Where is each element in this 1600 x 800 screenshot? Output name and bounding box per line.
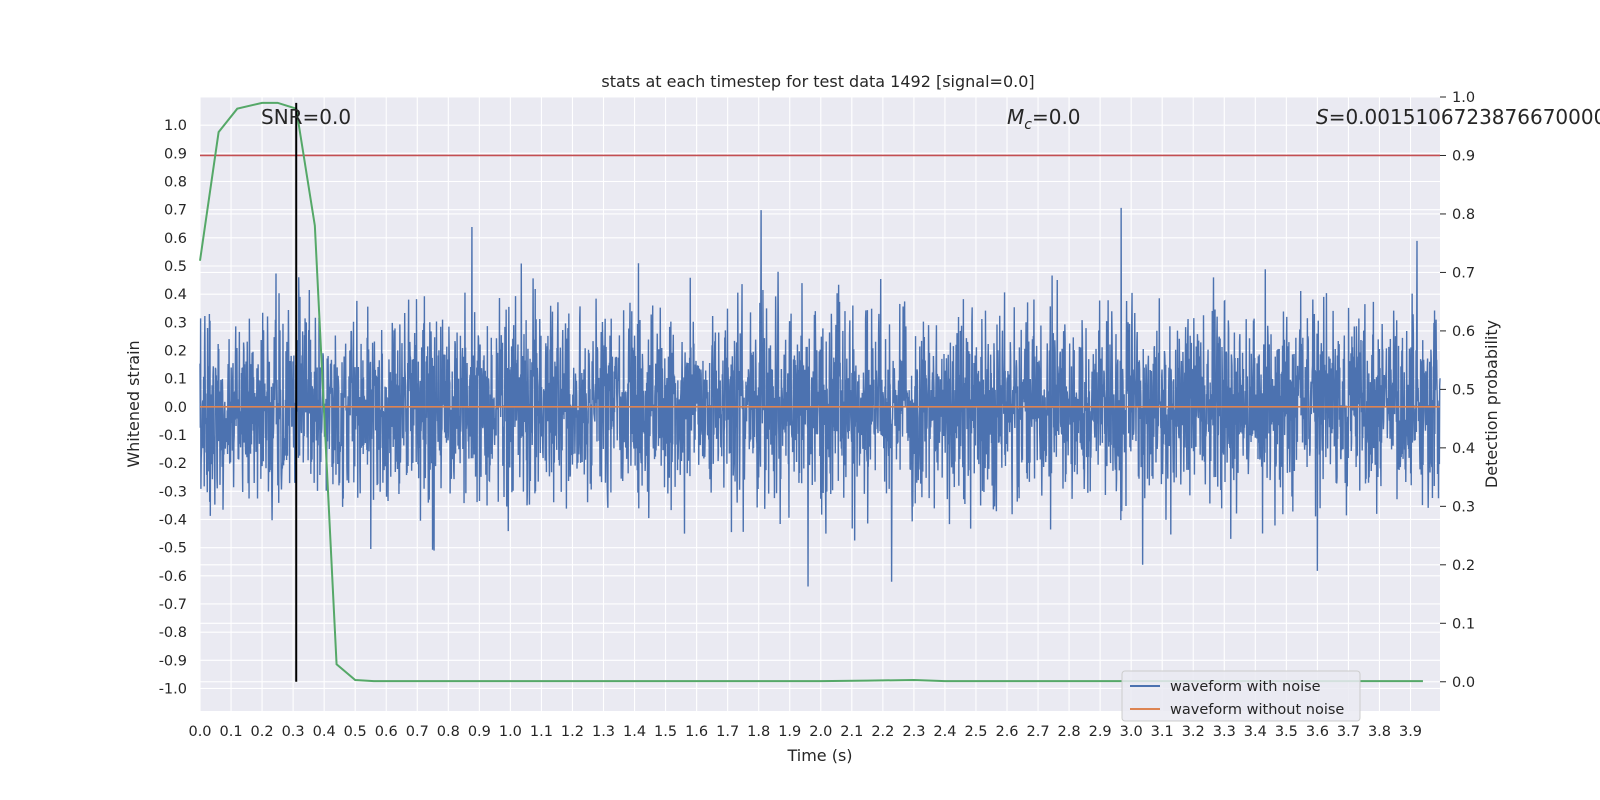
x-tick-label: 3.6 — [1306, 724, 1329, 740]
mc-subscript: c — [1024, 117, 1032, 133]
y-tick-label: 0.7 — [164, 203, 187, 219]
y-tick-label: -0.5 — [159, 541, 187, 557]
chart-title: stats at each timestep for test data 149… — [601, 72, 1034, 91]
x-tick-label: 1.8 — [747, 724, 770, 740]
x-tick-label: 0.6 — [375, 724, 398, 740]
x-tick-label: 2.4 — [933, 724, 956, 740]
x-tick-label: 0.9 — [468, 724, 491, 740]
y2-axis-label: Detection probability — [1482, 320, 1501, 488]
x-tick-label: 3.9 — [1399, 724, 1422, 740]
y-tick-label: -0.4 — [159, 512, 187, 528]
x-tick-label: 2.3 — [902, 724, 925, 740]
y-tick-label: -0.8 — [159, 625, 187, 641]
snr-annotation: SNR=0.0 — [261, 105, 351, 129]
x-tick-label: 1.9 — [778, 724, 801, 740]
mc-value: =0.0 — [1032, 105, 1081, 129]
x-tick-label: 3.3 — [1213, 724, 1236, 740]
x-tick-label: 0.4 — [313, 724, 336, 740]
y-tick-label: -0.3 — [159, 484, 187, 500]
x-tick-label: 0.8 — [437, 724, 460, 740]
legend-box — [1121, 670, 1361, 722]
x-tick-label: 1.2 — [561, 724, 584, 740]
s-annotation: S=0.0015106723876670000 — [1316, 105, 1600, 129]
series-layer — [199, 101, 1441, 683]
x-tick-label: 3.2 — [1182, 724, 1205, 740]
x-tick-label: 2.1 — [840, 724, 863, 740]
y-tick-label: 0.4 — [164, 287, 187, 303]
x-tick-label: 2.8 — [1058, 724, 1081, 740]
x-tick-label: 3.0 — [1120, 724, 1143, 740]
y2-tick-label: 0.0 — [1452, 675, 1475, 691]
y2-tick-label: 0.2 — [1452, 558, 1475, 574]
y-tick-label: -0.9 — [159, 653, 187, 669]
x-tick-label: 2.5 — [964, 724, 987, 740]
x-axis: 0.0 0.1 0.2 0.3 0.4 0.5 0.6 0.7 0.8 0.9 1.0 1.1 1.2 1… — [188, 724, 1422, 740]
y-tick-label: -0.1 — [159, 428, 187, 444]
x-axis-label: Time (s) — [786, 746, 852, 765]
legend: waveform with noise waveform without nois… — [1121, 670, 1361, 722]
y2-tick-label: 0.6 — [1452, 324, 1475, 340]
x-tick-label: 0.5 — [344, 724, 367, 740]
mc-annotation: Mc=0.0 — [1007, 105, 1081, 133]
series-waveform-with-noise — [199, 207, 1441, 587]
y-axis-right: 1.0 0.9 0.8 0.7 0.6 0.5 0.4 0.3 0.2 0.1 0.0 — [1440, 90, 1475, 691]
y-axis-label: Whitened strain — [124, 340, 143, 467]
y-tick-label: 0.1 — [164, 372, 187, 388]
s-value: =0.0015106723876670000 — [1329, 105, 1600, 129]
y-tick-label: 0.3 — [164, 315, 187, 331]
y2-tick-label: 0.5 — [1452, 382, 1475, 398]
x-tick-label: 2.6 — [995, 724, 1018, 740]
y2-tick-label: 0.9 — [1452, 148, 1475, 164]
y-tick-label: -0.7 — [159, 597, 187, 613]
y-tick-label: 0.2 — [164, 343, 187, 359]
x-tick-label: 0.2 — [251, 724, 274, 740]
x-tick-label: 1.5 — [654, 724, 677, 740]
x-tick-label: 1.1 — [530, 724, 553, 740]
y-tick-label: -0.6 — [159, 569, 187, 585]
legend-label: waveform without noise — [1170, 702, 1344, 718]
y2-tick-label: 0.7 — [1452, 265, 1475, 281]
y-tick-label: 0.6 — [164, 231, 187, 247]
y-tick-label: -0.2 — [159, 456, 187, 472]
y-tick-label: 0.5 — [164, 259, 187, 275]
mc-symbol: M — [1007, 105, 1024, 129]
x-tick-label: 1.0 — [499, 724, 522, 740]
y-axis-left: 1.0 0.9 0.8 0.7 0.6 0.5 0.4 0.3 0.2 0.1 0.0 -0.1 -0.… — [159, 118, 187, 697]
x-tick-label: 3.8 — [1368, 724, 1391, 740]
x-tick-label: 0.0 — [188, 724, 211, 740]
y2-tick-label: 0.1 — [1452, 616, 1475, 632]
y-tick-label: -1.0 — [159, 681, 187, 697]
x-tick-label: 3.7 — [1337, 724, 1360, 740]
x-tick-label: 2.2 — [871, 724, 894, 740]
x-tick-label: 2.0 — [809, 724, 832, 740]
series-detection-probability — [199, 101, 1423, 683]
x-tick-label: 0.3 — [282, 724, 305, 740]
x-tick-label: 3.4 — [1244, 724, 1267, 740]
x-tick-label: 1.3 — [592, 724, 615, 740]
y2-tick-label: 0.8 — [1452, 207, 1475, 223]
y-tick-label: 1.0 — [164, 118, 187, 134]
x-tick-label: 0.1 — [220, 724, 243, 740]
x-tick-label: 2.7 — [1027, 724, 1050, 740]
annotations: SNR=0.0 Mc=0.0 S=0.0015106723876670000 — [261, 105, 1600, 133]
x-tick-label: 3.1 — [1151, 724, 1174, 740]
x-tick-label: 1.7 — [716, 724, 739, 740]
y2-tick-label: 0.3 — [1452, 499, 1475, 515]
y2-tick-label: 1.0 — [1452, 90, 1475, 106]
y-tick-label: 0.9 — [164, 146, 187, 162]
y-tick-label: 0.8 — [164, 174, 187, 190]
x-tick-label: 1.4 — [623, 724, 646, 740]
x-tick-label: 0.7 — [406, 724, 429, 740]
s-symbol: S — [1316, 105, 1329, 129]
y-tick-label: 0.0 — [164, 400, 187, 416]
x-tick-label: 3.5 — [1275, 724, 1298, 740]
legend-label: waveform with noise — [1170, 679, 1321, 695]
y2-tick-label: 0.4 — [1452, 441, 1475, 457]
x-tick-label: 1.6 — [685, 724, 708, 740]
x-tick-label: 2.9 — [1089, 724, 1112, 740]
